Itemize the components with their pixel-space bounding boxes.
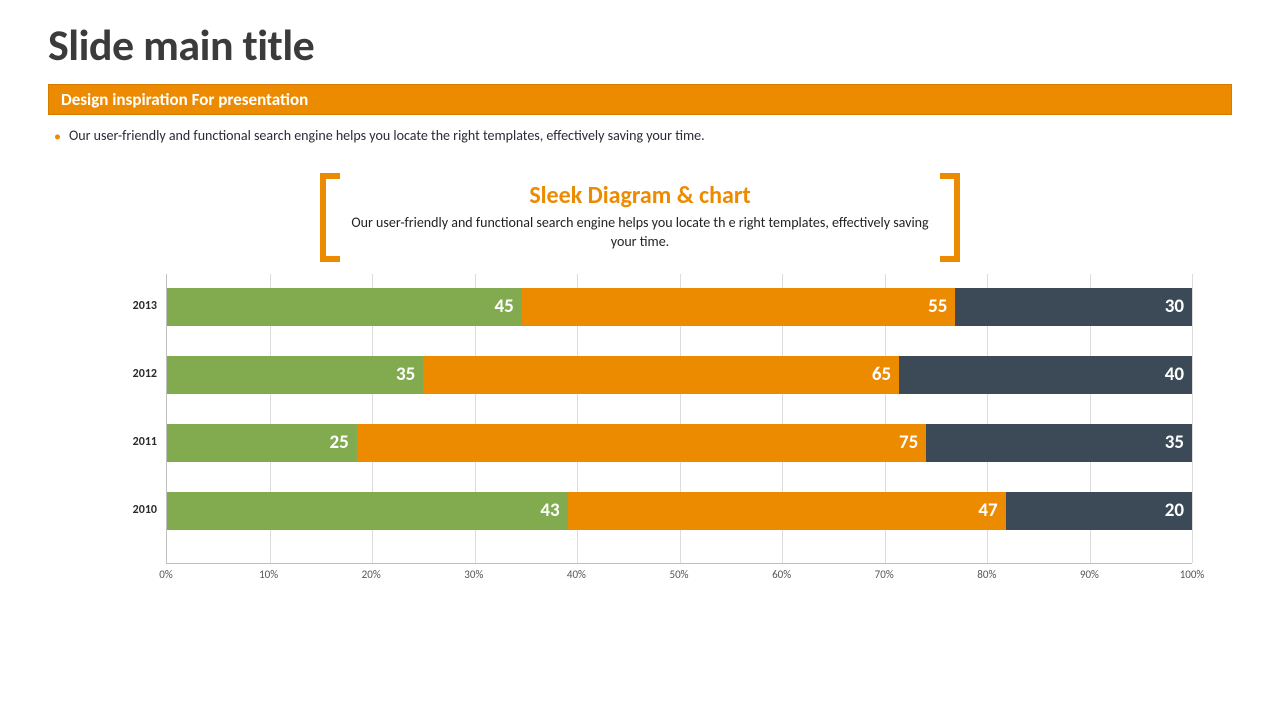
bar-row: 434720: [167, 492, 1192, 530]
bar-segment: 40: [899, 356, 1192, 394]
bar-segment: 30: [955, 288, 1192, 326]
subtitle-bar: Design inspiration For presentation: [48, 84, 1232, 115]
category-label: 2010: [97, 503, 167, 517]
bullet-dot-icon: •: [54, 127, 61, 147]
gridline: [1192, 274, 1193, 563]
x-axis-tick: 50%: [669, 568, 688, 581]
bracket-subtitle: Our user-friendly and functional search …: [350, 214, 930, 252]
slide-main-title: Slide main title: [48, 18, 1232, 72]
bullet-row: • Our user-friendly and functional searc…: [48, 123, 1232, 147]
category-label: 2013: [97, 299, 167, 313]
bar-segment: 45: [167, 288, 522, 326]
bar-segment: 20: [1006, 492, 1192, 530]
right-bracket-icon: [946, 173, 960, 262]
bar-row: 356540: [167, 356, 1192, 394]
bracket-title: Sleek Diagram & chart: [350, 181, 930, 210]
x-axis-tick: 70%: [875, 568, 894, 581]
x-axis-labels: 0%10%20%30%40%50%60%70%80%90%100%: [166, 564, 1192, 584]
x-axis-tick: 20%: [362, 568, 381, 581]
x-axis-tick: 60%: [772, 568, 791, 581]
bar-row: 455530: [167, 288, 1192, 326]
bracket-callout: Sleek Diagram & chart Our user-friendly …: [320, 173, 960, 262]
category-label: 2012: [97, 367, 167, 381]
x-axis-tick: 40%: [567, 568, 586, 581]
left-bracket-icon: [320, 173, 334, 262]
bar-segment: 65: [423, 356, 899, 394]
bar-segment: 35: [926, 424, 1192, 462]
category-label: 2011: [97, 435, 167, 449]
x-axis-tick: 100%: [1180, 568, 1205, 581]
chart-plot-area: 2013455530201235654020112575352010434720: [166, 274, 1192, 564]
x-axis-tick: 30%: [464, 568, 483, 581]
stacked-bar-chart: 2013455530201235654020112575352010434720…: [96, 274, 1192, 584]
x-axis-tick: 10%: [259, 568, 278, 581]
x-axis-tick: 80%: [977, 568, 996, 581]
bar-segment: 35: [167, 356, 423, 394]
bullet-text: Our user-friendly and functional search …: [69, 127, 705, 144]
bar-segment: 47: [568, 492, 1006, 530]
x-axis-tick: 0%: [159, 568, 172, 581]
bar-segment: 55: [522, 288, 956, 326]
bar-segment: 75: [357, 424, 926, 462]
bar-segment: 25: [167, 424, 357, 462]
bar-segment: 43: [167, 492, 568, 530]
x-axis-tick: 90%: [1080, 568, 1099, 581]
bar-row: 257535: [167, 424, 1192, 462]
